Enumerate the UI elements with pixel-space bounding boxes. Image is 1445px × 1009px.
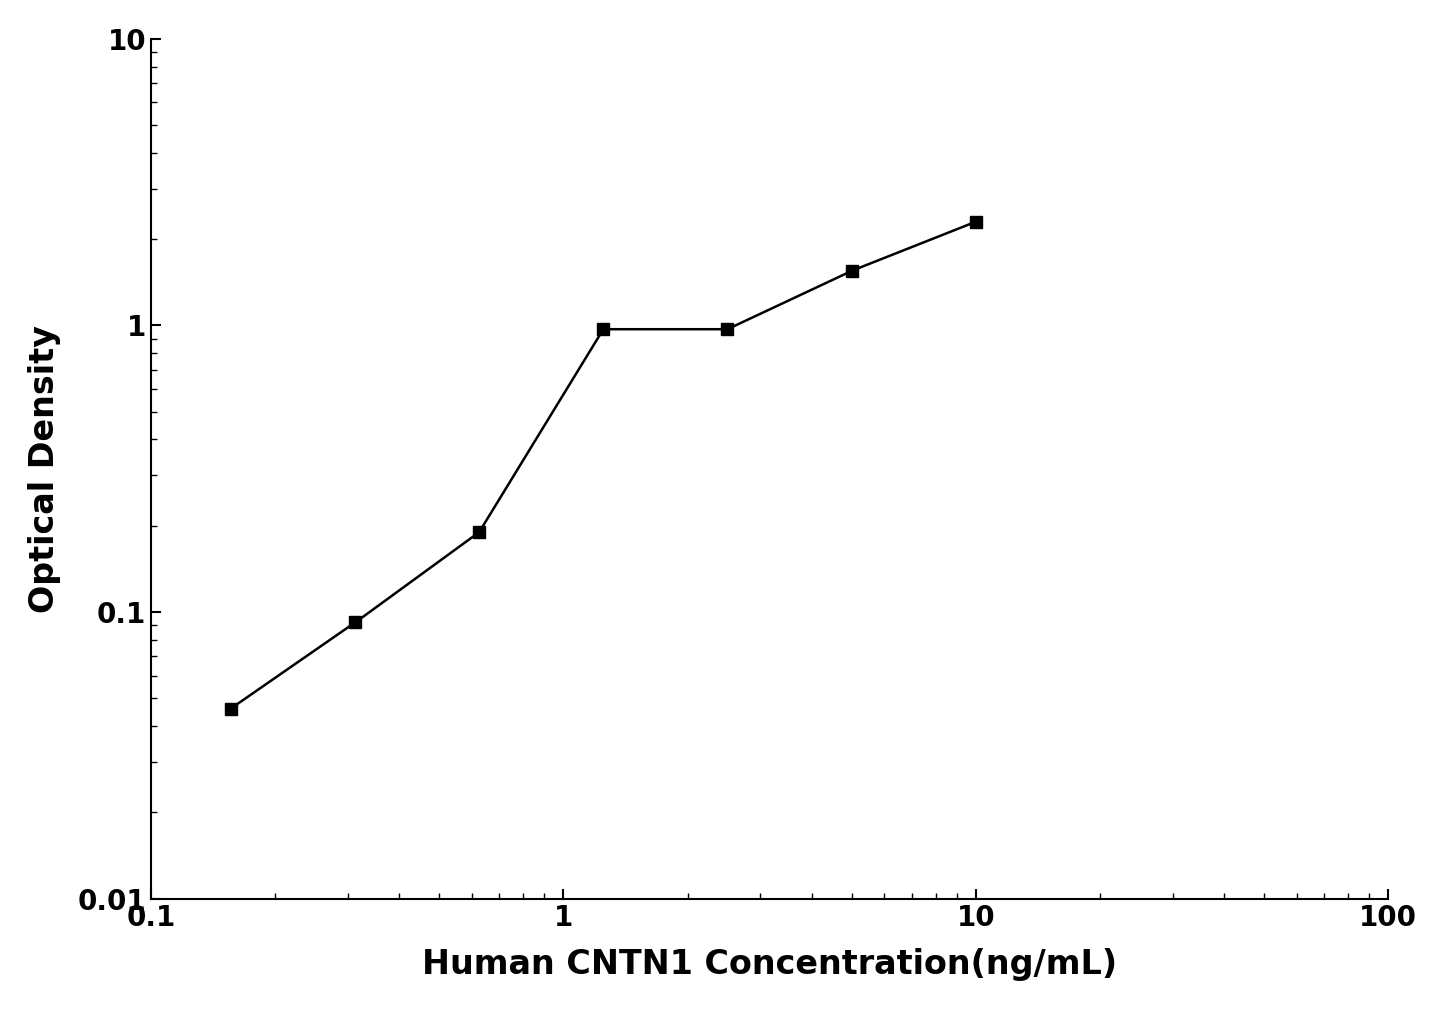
Y-axis label: Optical Density: Optical Density xyxy=(27,325,61,612)
X-axis label: Human CNTN1 Concentration(ng/mL): Human CNTN1 Concentration(ng/mL) xyxy=(422,948,1117,981)
